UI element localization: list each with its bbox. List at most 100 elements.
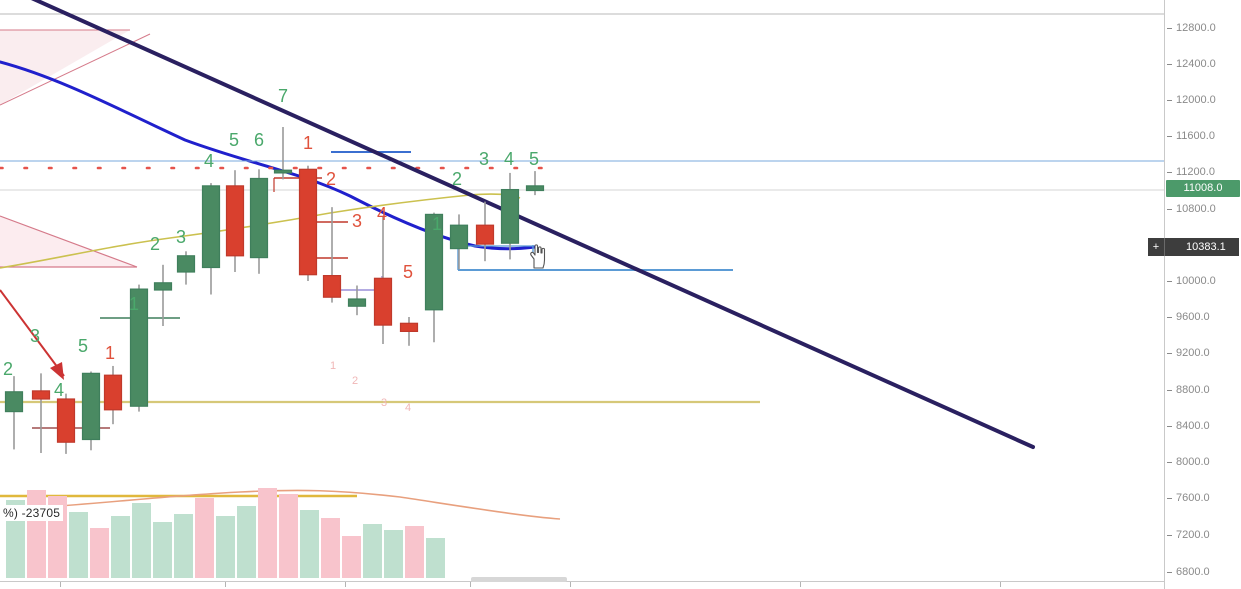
price-tick: 9200.0 [1165,346,1241,360]
count-label-red: 5 [403,262,414,282]
count-label-green: 3 [30,326,41,346]
candle-body[interactable] [103,374,123,411]
crosshair-price-value: 10383.1 [1186,241,1226,253]
count-label-faint: 2 [352,375,359,387]
price-tick: 12000.0 [1165,93,1241,107]
candle-body[interactable] [449,224,469,250]
candle-body[interactable] [399,322,419,332]
count-label-green: 5 [78,336,89,356]
count-label-green: 1 [432,214,443,234]
candle-body[interactable] [347,298,367,307]
time-tick [570,582,571,587]
pink-triangle-hyp [0,215,138,268]
count-label-green: 1 [129,294,140,314]
count-label-green: 3 [479,149,490,169]
candle-body[interactable] [201,185,221,269]
candle-body[interactable] [31,390,51,400]
count-label-green: 2 [3,359,14,379]
volume-bar [258,488,277,578]
volume-bar [153,522,172,578]
price-tick: 12400.0 [1165,57,1241,71]
horizontal-scrollbar[interactable] [471,577,567,582]
volume-bar [321,518,340,578]
volume-bar [426,538,445,578]
candle-body[interactable] [322,275,342,298]
volume-bar [195,498,214,578]
candle-body[interactable] [153,282,173,291]
price-tick: 7600.0 [1165,491,1241,505]
time-tick [225,582,226,587]
volume-moving-average-line [0,489,561,520]
volume-bar [90,528,109,578]
candle-body[interactable] [225,185,245,257]
add-alert-button[interactable]: + [1148,238,1165,256]
volume-bar [300,510,319,578]
candle-body[interactable] [424,213,444,311]
candle-body[interactable] [129,288,149,407]
count-label-faint: 3 [381,397,388,409]
price-scale-axis[interactable]: 12800.0 12400.0 12000.0 11600.0 11200.0 10800… [1148,0,1241,589]
pink-wedge-top-diag [0,33,151,106]
volume-bar [405,526,424,578]
count-label-green: 6 [254,130,265,150]
volume-bar [132,503,151,578]
price-tick: 11600.0 [1165,129,1241,143]
count-label-red: 1 [105,343,116,363]
count-label-faint: 1 [330,360,337,372]
count-label-red: 2 [326,169,337,189]
crosshair-price-badge[interactable]: +10383.1 [1148,238,1239,256]
volume-bar [69,512,88,578]
candle-body[interactable] [298,168,318,276]
pink-wedge-top [0,30,130,105]
volume-bar [237,506,256,578]
candle-body[interactable] [81,372,101,441]
volume-bar [216,516,235,578]
volume-series [6,488,445,578]
candle-body[interactable] [176,255,196,273]
count-label-green: 2 [452,169,463,189]
candle-body[interactable] [273,169,293,174]
candlestick-series[interactable] [4,127,545,454]
count-label-green: 7 [278,86,289,106]
count-label-red: 1 [303,133,314,153]
volume-bar [174,514,193,578]
count-label-green: 3 [176,227,187,247]
red-arrow-head [50,362,64,380]
last-price-badge: 11008.0 [1166,180,1240,197]
price-tick: 8000.0 [1165,455,1241,469]
price-tick: 9600.0 [1165,310,1241,324]
time-axis[interactable] [0,581,1165,589]
volume-bar [27,490,46,578]
candle-body[interactable] [373,277,393,326]
count-label-green: 4 [204,151,215,171]
main-downtrend-line[interactable] [18,0,1035,449]
count-label-faint: 4 [405,402,412,414]
volume-bar [363,524,382,578]
time-tick [470,582,471,587]
candle-body[interactable] [475,224,495,245]
count-label-green: 5 [229,130,240,150]
count-label-green: 4 [54,380,65,400]
volume-bar [342,536,361,578]
candle-body[interactable] [525,185,545,192]
candle-body[interactable] [56,398,76,443]
time-tick [60,582,61,587]
price-tick: 6800.0 [1165,565,1241,579]
price-tick: 10800.0 [1165,202,1241,216]
time-tick [1000,582,1001,587]
price-tick: 10000.0 [1165,274,1241,288]
count-label-green: 2 [150,234,161,254]
time-tick [345,582,346,587]
candle-body[interactable] [249,177,269,259]
candle-body[interactable] [500,188,520,244]
price-tick: 11200.0 [1165,165,1241,179]
volume-bar [279,494,298,578]
price-tick: 8400.0 [1165,419,1241,433]
price-tick: 8800.0 [1165,383,1241,397]
chart-drawing-layer [0,0,1165,578]
count-label-green: 4 [504,149,515,169]
time-tick [800,582,801,587]
candle-body[interactable] [4,391,24,413]
